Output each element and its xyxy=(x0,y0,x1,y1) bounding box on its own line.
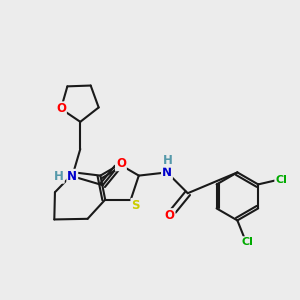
Text: Cl: Cl xyxy=(275,175,287,185)
Text: H: H xyxy=(163,154,173,167)
Text: Cl: Cl xyxy=(241,237,253,247)
Text: H: H xyxy=(54,170,64,183)
Text: O: O xyxy=(116,157,126,170)
Text: S: S xyxy=(131,199,140,212)
Text: O: O xyxy=(56,102,66,115)
Text: N: N xyxy=(67,170,77,183)
Text: N: N xyxy=(162,166,172,179)
Text: O: O xyxy=(164,209,175,222)
